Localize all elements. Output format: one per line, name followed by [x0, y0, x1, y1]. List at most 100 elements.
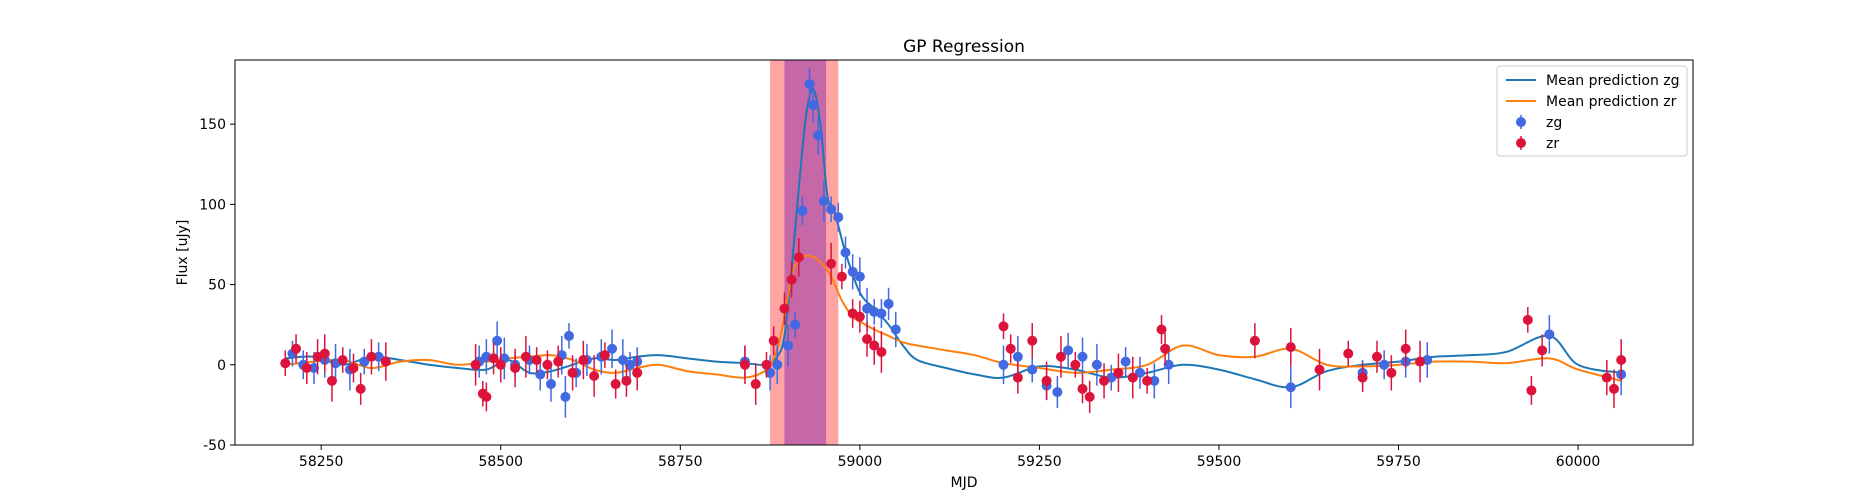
point-zr	[632, 367, 643, 378]
point-zr	[301, 363, 312, 373]
point-zr	[1400, 343, 1411, 354]
legend-label: zr	[1546, 136, 1559, 152]
point-zr	[495, 359, 506, 370]
x-tick-label: 59750	[1376, 454, 1421, 470]
point-zr	[553, 356, 564, 367]
point-zr	[470, 359, 481, 370]
point-zg	[607, 343, 618, 354]
point-zg	[1379, 359, 1390, 370]
point-zr	[1249, 335, 1260, 346]
y-tick-label: -50	[203, 438, 226, 454]
point-zr	[862, 334, 873, 345]
point-zr	[869, 340, 880, 351]
point-zr	[531, 354, 542, 365]
point-zg	[1012, 351, 1023, 362]
point-zr	[542, 359, 553, 370]
point-zr	[739, 359, 750, 370]
data-points	[280, 68, 1627, 418]
point-zr	[1127, 372, 1138, 383]
point-zr	[589, 371, 600, 382]
point-zg	[1163, 359, 1174, 370]
point-zr	[1522, 314, 1533, 325]
point-zr	[1386, 367, 1397, 378]
x-axis: 58250 58500 58750 59000 59250 59500 59750 60000	[299, 445, 1600, 470]
point-zr	[1012, 372, 1023, 383]
point-zg	[1149, 375, 1160, 386]
x-tick-label: 59500	[1197, 454, 1242, 470]
point-zr	[1077, 383, 1088, 394]
point-zr	[520, 351, 531, 362]
point-zg	[1063, 345, 1074, 356]
y-tick-label: 0	[217, 358, 226, 374]
point-zr	[599, 350, 610, 361]
point-zr	[1005, 343, 1016, 354]
point-zr	[1601, 372, 1612, 383]
y-tick-label: 100	[199, 197, 226, 213]
point-zg	[772, 359, 783, 370]
point-zr	[1415, 356, 1426, 367]
point-zg	[560, 391, 571, 402]
point-zr	[355, 383, 366, 394]
point-zr	[1343, 348, 1354, 359]
y-tick-label: 50	[208, 278, 226, 294]
point-zr	[366, 351, 377, 362]
x-tick-label: 60000	[1556, 454, 1601, 470]
point-zr	[1526, 385, 1537, 396]
point-zg	[783, 340, 794, 351]
point-zr	[793, 252, 804, 263]
point-zg	[1027, 364, 1038, 375]
point-zr	[1027, 335, 1038, 346]
point-zr	[326, 375, 337, 386]
point-zg	[1091, 359, 1102, 370]
point-zr	[998, 321, 1009, 332]
point-zg	[854, 271, 865, 282]
point-zr	[337, 354, 348, 365]
point-zr	[621, 375, 632, 386]
point-zr	[1099, 375, 1110, 386]
point-zg	[890, 324, 901, 335]
point-zg	[876, 308, 887, 319]
point-zr	[488, 353, 499, 364]
point-zg	[359, 356, 370, 367]
point-zg	[797, 205, 808, 216]
point-zr	[1616, 354, 1627, 365]
point-zg	[492, 335, 503, 346]
point-zr	[1314, 364, 1325, 375]
point-zg	[818, 196, 829, 207]
point-zr	[750, 379, 761, 390]
point-zg	[826, 204, 837, 215]
point-zr	[1084, 391, 1095, 402]
point-zg	[1285, 382, 1296, 393]
point-zr	[481, 391, 492, 402]
point-zg	[535, 369, 546, 380]
legend-label: Mean prediction zg	[1546, 73, 1680, 89]
x-tick-label: 58750	[658, 454, 703, 470]
x-tick-label: 59250	[1017, 454, 1062, 470]
point-zg	[563, 330, 574, 341]
point-zr	[761, 359, 772, 370]
point-zg	[813, 130, 824, 141]
point-zg	[1134, 367, 1145, 378]
point-zr	[826, 258, 837, 269]
point-zr	[1285, 342, 1296, 353]
shaded-regions	[770, 60, 839, 445]
point-zr	[1142, 375, 1153, 386]
point-zg	[833, 212, 844, 223]
chart-title: GP Regression	[903, 37, 1025, 57]
point-zr	[1055, 351, 1066, 362]
point-zr	[1070, 359, 1081, 370]
x-tick-label: 58250	[299, 454, 344, 470]
y-axis-label: Flux [uJy]	[175, 220, 191, 286]
y-axis: -50 0 50 100 150	[199, 117, 235, 454]
legend-label: Mean prediction zr	[1546, 94, 1677, 110]
legend-box	[1496, 65, 1688, 157]
y-tick-label: 150	[199, 117, 226, 133]
point-zg	[1120, 356, 1131, 367]
point-zr	[1371, 351, 1382, 362]
point-zr	[854, 311, 865, 322]
point-zg	[765, 367, 776, 378]
point-zr	[786, 274, 797, 285]
point-zr	[1113, 367, 1124, 378]
point-zr	[610, 379, 621, 390]
legend-swatch	[1516, 138, 1526, 148]
